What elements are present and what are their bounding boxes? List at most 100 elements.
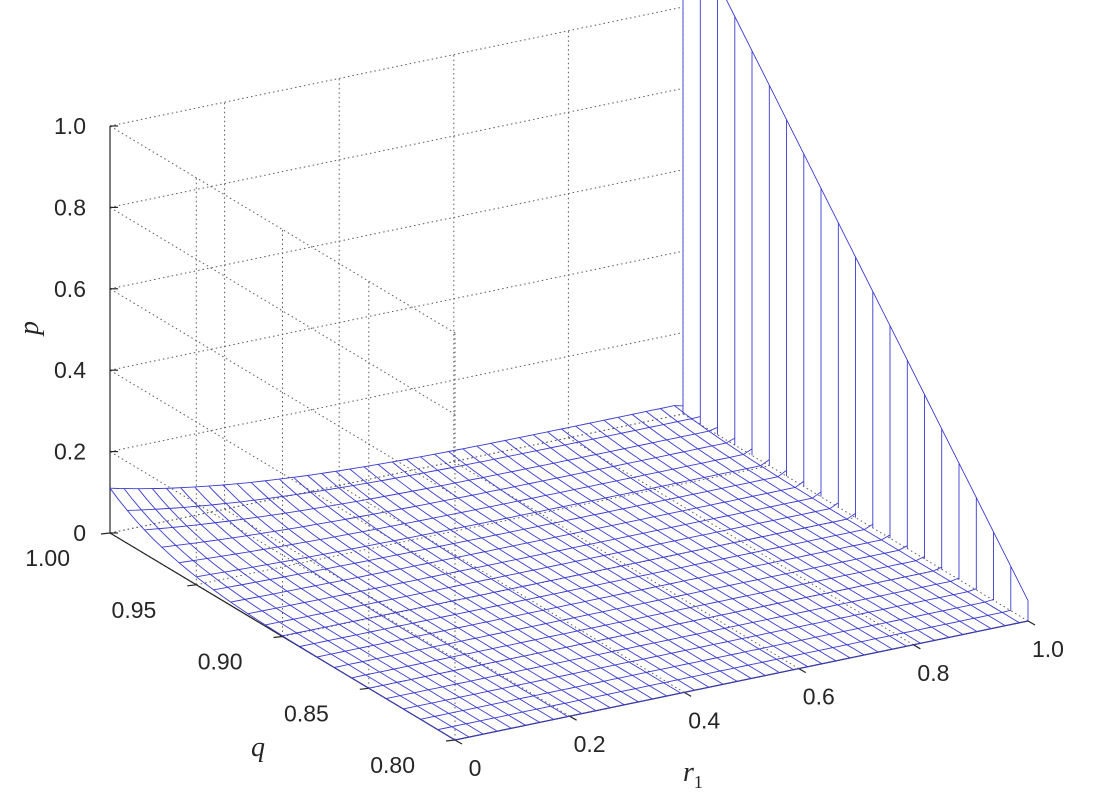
surface-curve <box>476 445 823 665</box>
grid-line <box>109 332 684 453</box>
surface-curve <box>385 577 960 700</box>
surface-curve <box>194 486 540 723</box>
surface-curve <box>335 470 682 694</box>
y-tick <box>187 584 197 587</box>
surface-curve <box>420 456 766 676</box>
z-tick-label: 0.6 <box>54 276 86 302</box>
grid-line <box>109 125 456 334</box>
surface-curve <box>247 491 822 615</box>
surface-curve <box>434 453 780 673</box>
grid-line <box>109 169 684 290</box>
y-tick <box>359 687 369 690</box>
surface-curve <box>123 488 470 738</box>
surface-wall-edge <box>725 0 1029 601</box>
x-tick <box>454 739 463 745</box>
surface-curve <box>363 466 710 688</box>
surface-curve <box>109 487 456 741</box>
y-tick <box>100 532 111 535</box>
surface-curve <box>368 566 942 689</box>
x-tick <box>798 668 807 674</box>
z-tick-label: 1.0 <box>54 113 86 139</box>
y-tick-label: 0.85 <box>284 700 329 726</box>
x-tick-label: 0.2 <box>574 731 606 757</box>
surface-curve <box>490 442 837 662</box>
surface-curve <box>349 468 696 691</box>
y-axis-label: q <box>251 732 265 763</box>
surface-curve <box>180 487 526 726</box>
surface-curve <box>222 484 569 717</box>
surface-curve <box>645 411 992 629</box>
surface-curve <box>406 459 752 679</box>
surface-curve <box>391 461 738 682</box>
surface-curve <box>264 480 611 709</box>
surface-curve <box>144 426 718 531</box>
surface-curve <box>462 448 809 668</box>
surface-curve <box>547 431 893 650</box>
grid-line <box>109 250 684 371</box>
surface-curve <box>213 470 787 591</box>
surface-curve <box>151 488 498 732</box>
x-tick <box>913 644 921 650</box>
surface-curve <box>196 459 770 578</box>
z-tick-label: 0.8 <box>54 194 86 220</box>
y-tick <box>273 635 283 639</box>
surface-curve <box>674 405 1020 624</box>
surface-curve <box>454 620 1029 741</box>
x-tick-label: 0.8 <box>917 660 949 686</box>
x-tick-label: 0 <box>469 755 482 781</box>
x-tick <box>1027 620 1036 626</box>
surface-curve <box>420 599 994 720</box>
surface-curve <box>137 488 484 735</box>
surface-curve <box>293 476 639 703</box>
grid-line <box>109 413 684 534</box>
surface-curve <box>377 464 724 685</box>
surface-curve <box>299 523 874 647</box>
surface-curve <box>109 405 684 490</box>
grid-line <box>109 87 684 208</box>
x-axis-label: r1 <box>683 757 703 792</box>
surface-curve <box>448 451 794 671</box>
surface-curve <box>351 556 925 679</box>
z-tick-label: 0.4 <box>54 357 86 383</box>
x-tick-label: 0.4 <box>688 707 720 733</box>
surface-curve <box>437 609 1011 731</box>
surface-curve <box>230 480 805 603</box>
x-axis-label-subscript: 1 <box>694 772 703 792</box>
tick-labels: 00.20.40.60.81.00.800.850.900.951.0000.2… <box>25 113 1064 781</box>
x-tick <box>569 715 577 721</box>
surface-curve <box>631 414 978 632</box>
surface-curve <box>518 437 865 656</box>
surface-curve <box>316 534 891 658</box>
y-tick <box>445 739 456 742</box>
x-tick <box>683 691 692 697</box>
x-tick-label: 1.0 <box>1032 636 1064 662</box>
surface-mesh <box>109 0 1029 741</box>
surface-curve <box>278 478 625 706</box>
surface-curve <box>321 473 667 697</box>
z-tick-label: 0.2 <box>54 439 86 465</box>
surface-curve <box>178 448 753 564</box>
y-tick-label: 0.95 <box>112 597 157 623</box>
surface-curve <box>334 545 908 668</box>
surface-curve <box>561 428 907 647</box>
surface-curve <box>161 437 736 548</box>
x-axis-label-main: r <box>683 757 694 788</box>
surface-curve <box>236 483 583 714</box>
surface-curve <box>603 419 950 638</box>
grid-line <box>196 465 770 586</box>
surface-curve <box>589 422 935 641</box>
y-tick-label: 0.80 <box>370 752 415 778</box>
surface-curve <box>250 482 597 712</box>
surface-curve <box>127 416 701 511</box>
surface-curve <box>208 485 555 720</box>
grid-line <box>109 6 684 127</box>
surface-curve <box>533 434 879 653</box>
surface-curve <box>307 475 653 700</box>
surface-curve <box>504 440 851 659</box>
y-tick-label: 1.00 <box>25 545 70 571</box>
surface-curve <box>282 513 856 637</box>
surface-curve <box>265 502 839 626</box>
y-tick-label: 0.90 <box>198 649 243 675</box>
z-tick-label: 0 <box>73 520 86 546</box>
